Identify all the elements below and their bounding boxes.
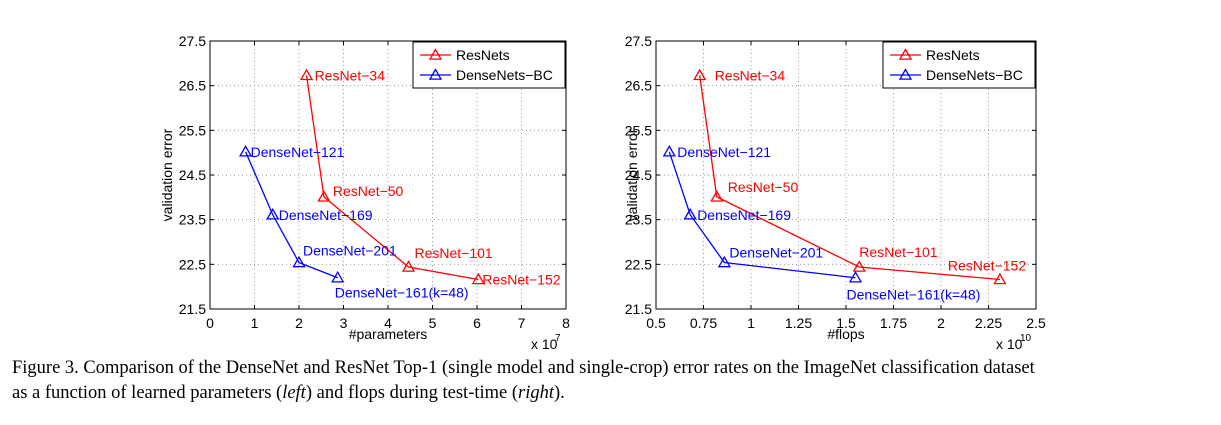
y-tick-label: 21.5 [625,301,652,317]
y-tick-label: 26.5 [625,78,652,94]
series-line-densenets-bc [668,151,856,279]
data-point-marker [317,190,331,202]
data-point-label: ResNet−50 [728,179,799,195]
series-line-resnets [305,75,479,281]
y-tick-label: 22.5 [625,256,652,272]
legend-marker [898,68,913,80]
x-tick-label: 2 [295,315,303,331]
data-point-marker [238,144,253,157]
data-point-marker [693,68,707,81]
series-line-densenets-bc [245,151,338,279]
x-axis-label: #flops [827,326,864,342]
data-point-marker [401,260,416,272]
data-point-label: DenseNet−121 [251,144,345,160]
data-point-marker [292,255,306,268]
caption-line-1: Figure 3. Comparison of the DenseNet and… [12,358,1035,378]
y-tick-label: 24.5 [625,167,652,183]
x-tick-label: 1.75 [880,315,907,331]
data-point-label: DenseNet−121 [677,144,771,160]
x-tick-label: 0.5 [646,315,666,331]
data-point-marker [266,207,280,220]
x-tick-label: 0.75 [690,315,717,331]
legend-box [882,41,1036,89]
data-point-label: DenseNet−161(k=48) [335,285,469,301]
y-tick-label: 23.5 [179,212,206,228]
x-tick-label: 5 [429,315,437,331]
chart-panel-flops: 0.5 0.75 1 1.25 1.5 1.75 2 2.25 2.5 21.5 22.5 23.5 2… [624,33,1046,352]
data-point-label: DenseNet−169 [279,207,373,223]
x-axis-label: #parameters [349,326,428,342]
data-point-label: DenseNet−169 [697,207,791,223]
data-point-label: ResNet−50 [333,183,404,199]
data-point-marker [848,270,863,283]
data-point-marker [852,260,866,272]
data-point-label: ResNet−34 [715,67,786,83]
legend-label: ResNets [456,47,510,63]
y-tick-label: 26.5 [179,78,206,94]
x-tick-label: 6 [473,315,481,331]
x-exponent-power: 7 [555,333,561,344]
x-tick-label: 3 [340,315,348,331]
x-tick-label: 1 [251,315,259,331]
caption-text: as a function of learned parameters ( [12,383,283,403]
legend-box [412,41,566,89]
legend-label: ResNets [926,47,980,63]
x-exponent-label: x 10 [531,336,558,352]
legend-marker [428,68,443,80]
caption-text: ) and flops during test-time ( [305,383,519,403]
x-exponent-power: 10 [1020,333,1032,344]
data-point-label: ResNet−152 [482,272,560,288]
x-tick-label: 2 [937,315,945,331]
caption-left-word: left [282,383,306,403]
x-tick-label: 1.25 [785,315,812,331]
data-point-label: ResNet−101 [859,244,937,260]
legend-marker [428,48,443,60]
data-point-label: ResNet−101 [414,245,492,261]
y-tick-label: 22.5 [179,256,206,272]
caption-right-word: right [518,383,555,403]
x-tick-label: 2.5 [1026,315,1046,331]
data-point-marker [683,207,697,220]
y-tick-label: 27.5 [179,33,206,49]
y-tick-label: 25.5 [179,122,206,138]
x-tick-label: 8 [562,315,570,331]
x-tick-label: 2.25 [975,315,1002,331]
caption-text: ). [554,383,565,403]
x-tick-label: 1 [747,315,755,331]
data-point-label: DenseNet−161(k=48) [847,287,981,303]
data-point-marker [993,272,1007,285]
data-point-label: ResNet−152 [948,258,1026,274]
data-point-marker [662,144,676,157]
legend-label: DenseNets−BC [456,67,553,83]
y-tick-label: 24.5 [179,167,206,183]
y-tick-label: 23.5 [625,212,652,228]
legend-marker [898,48,913,60]
y-tick-label: 25.5 [625,122,652,138]
data-point-label: DenseNet−201 [729,245,823,261]
x-tick-label: 0 [206,315,214,331]
data-point-label: ResNet−34 [315,67,386,83]
x-tick-label: 1.5 [836,315,856,331]
chart-panel-parameters: 0 1 2 3 4 5 6 7 821.522.523.524.525.526.527.5#pa… [159,33,570,352]
figure-caption: Figure 3. Comparison of the DenseNet and… [12,356,1212,406]
series-line-resnets [699,75,1000,281]
x-exponent-label: x 10 [996,336,1023,352]
y-tick-label: 21.5 [179,301,206,317]
data-point-marker [710,190,724,202]
y-tick-label: 27.5 [625,33,652,49]
x-tick-label: 7 [518,315,526,331]
y-axis-label: validation error [624,128,640,221]
data-point-marker [331,270,345,283]
data-point-marker [717,255,732,268]
data-point-label: DenseNet−201 [303,243,397,259]
legend-label: DenseNets−BC [926,67,1023,83]
x-tick-label: 4 [384,315,392,331]
data-point-marker [471,272,485,285]
y-axis-label: validation error [159,128,175,221]
data-point-marker [299,68,314,81]
caption-line-2: as a function of learned parameters (lef… [12,381,1212,406]
